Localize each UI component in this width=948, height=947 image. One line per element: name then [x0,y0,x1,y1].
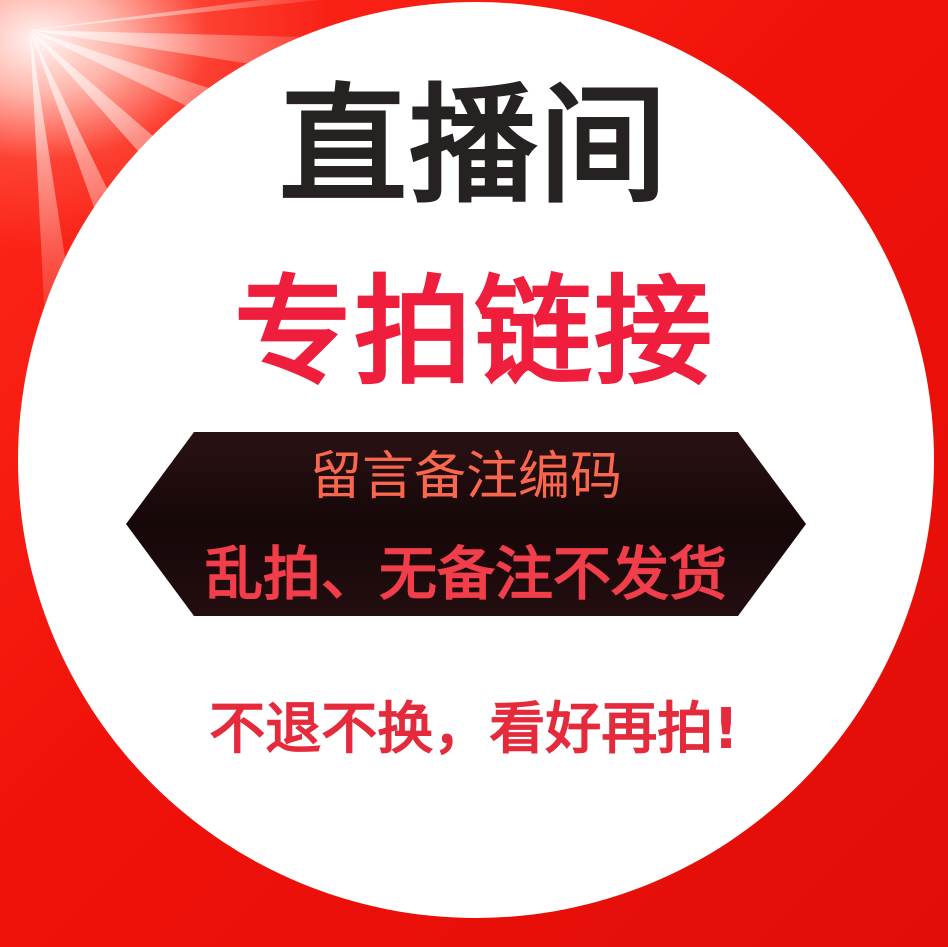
banner-shape [126,432,806,616]
notice-banner: 留言备注编码 乱拍、无备注不发货 [126,432,806,616]
subtitle: 专拍链接 [233,263,714,401]
main-title: 直播间 [278,72,669,221]
banner-text-line1: 留言备注编码 [309,447,622,507]
footer-notice: 不退不换，看好再拍! [209,697,739,762]
banner-text-line2: 乱拍、无备注不发货 [204,540,727,608]
